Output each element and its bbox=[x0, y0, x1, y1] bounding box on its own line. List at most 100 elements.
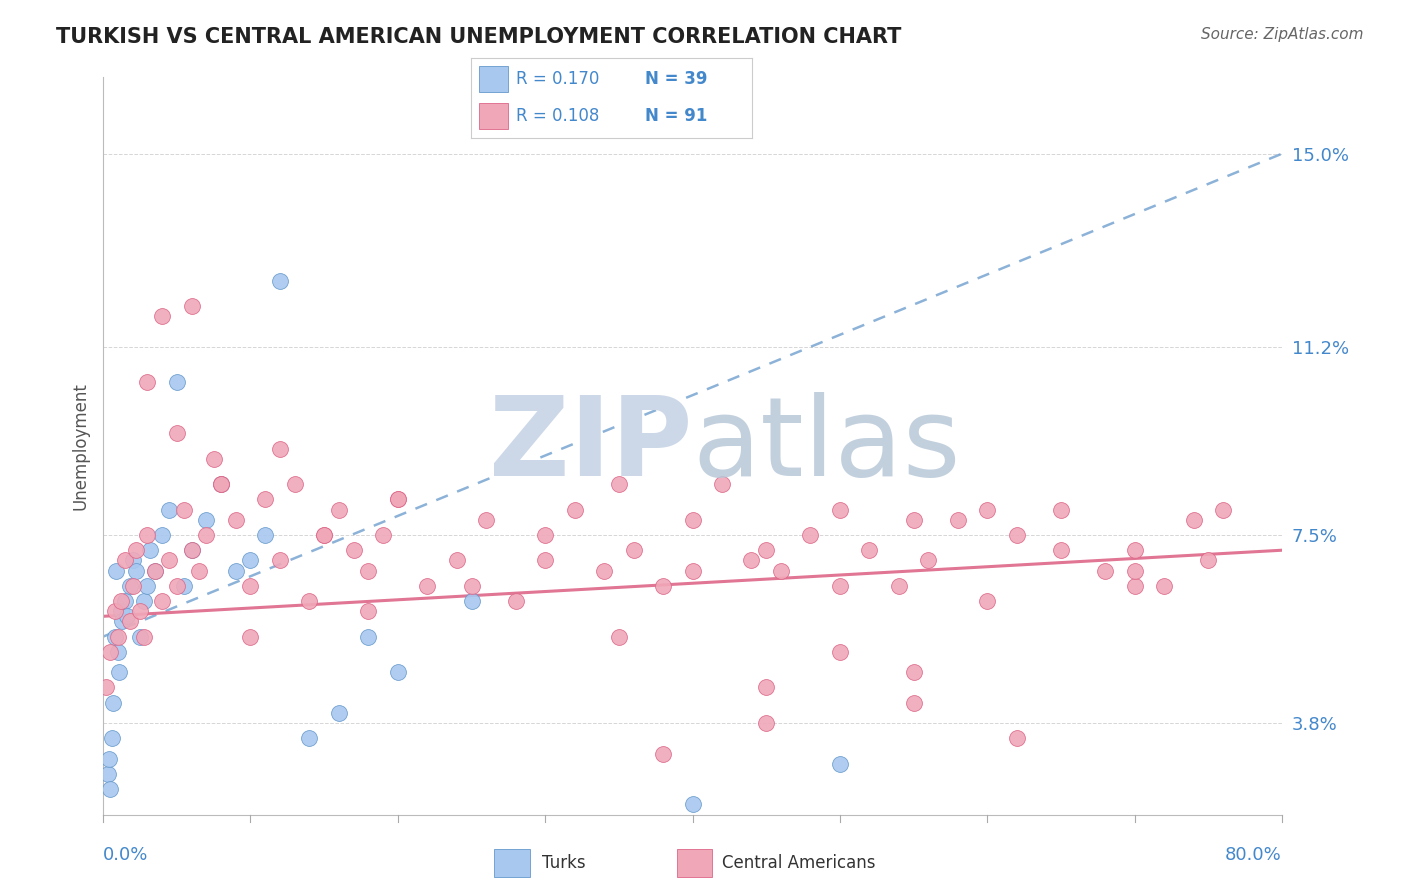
Bar bbox=[479, 103, 508, 128]
Point bbox=[1050, 502, 1073, 516]
Point bbox=[475, 513, 498, 527]
Point bbox=[209, 477, 232, 491]
Point bbox=[357, 564, 380, 578]
Point bbox=[104, 630, 127, 644]
Point bbox=[328, 706, 350, 720]
Text: Turks: Turks bbox=[543, 854, 586, 872]
Point bbox=[328, 502, 350, 516]
Point bbox=[387, 665, 409, 680]
Point bbox=[209, 477, 232, 491]
Text: Source: ZipAtlas.com: Source: ZipAtlas.com bbox=[1201, 27, 1364, 42]
Point bbox=[139, 543, 162, 558]
Point bbox=[150, 310, 173, 324]
Point bbox=[357, 630, 380, 644]
Point bbox=[298, 731, 321, 746]
Point bbox=[100, 645, 122, 659]
Point bbox=[225, 513, 247, 527]
Point bbox=[1123, 543, 1146, 558]
Point bbox=[446, 553, 468, 567]
Point bbox=[101, 731, 124, 746]
Point bbox=[107, 630, 129, 644]
Text: Central Americans: Central Americans bbox=[723, 854, 876, 872]
Point bbox=[209, 477, 232, 491]
Y-axis label: Unemployment: Unemployment bbox=[72, 382, 89, 510]
Point bbox=[254, 492, 277, 507]
Point bbox=[1005, 528, 1028, 542]
Point bbox=[314, 528, 336, 542]
Point bbox=[623, 543, 645, 558]
Bar bbox=[676, 849, 711, 877]
Point bbox=[114, 594, 136, 608]
Text: R = 0.108: R = 0.108 bbox=[516, 107, 599, 125]
Point bbox=[180, 543, 202, 558]
Point bbox=[94, 681, 117, 695]
Point bbox=[740, 553, 762, 567]
Text: ZIP: ZIP bbox=[489, 392, 693, 500]
Text: N = 39: N = 39 bbox=[645, 70, 707, 87]
Point bbox=[371, 528, 394, 542]
Point bbox=[195, 528, 218, 542]
Point bbox=[593, 564, 616, 578]
Point bbox=[159, 502, 181, 516]
Point bbox=[416, 579, 439, 593]
Point bbox=[254, 528, 277, 542]
Point bbox=[460, 579, 482, 593]
Point bbox=[887, 579, 910, 593]
Point bbox=[166, 376, 188, 390]
Point bbox=[505, 594, 527, 608]
Text: 80.0%: 80.0% bbox=[1225, 846, 1282, 863]
Point bbox=[225, 564, 247, 578]
Point bbox=[269, 442, 291, 456]
Point bbox=[143, 564, 166, 578]
Point bbox=[173, 579, 195, 593]
Point bbox=[711, 477, 734, 491]
Text: atlas: atlas bbox=[693, 392, 962, 500]
Point bbox=[828, 756, 851, 771]
Point bbox=[239, 630, 262, 644]
Point bbox=[652, 747, 675, 761]
Point bbox=[1197, 553, 1219, 567]
Point bbox=[108, 665, 131, 680]
Point bbox=[124, 564, 146, 578]
Text: R = 0.170: R = 0.170 bbox=[516, 70, 599, 87]
Point bbox=[682, 797, 704, 812]
Point bbox=[136, 528, 159, 542]
Point bbox=[98, 751, 121, 765]
Bar bbox=[479, 66, 508, 92]
Point bbox=[1123, 579, 1146, 593]
Point bbox=[121, 553, 143, 567]
Text: N = 91: N = 91 bbox=[645, 107, 707, 125]
Point bbox=[134, 594, 156, 608]
Point bbox=[96, 767, 118, 781]
Point bbox=[105, 564, 128, 578]
Point bbox=[903, 665, 925, 680]
Point bbox=[202, 451, 225, 466]
Point bbox=[187, 564, 209, 578]
Point bbox=[799, 528, 821, 542]
Point bbox=[269, 274, 291, 288]
Point bbox=[917, 553, 939, 567]
Point bbox=[239, 579, 262, 593]
Point bbox=[110, 594, 132, 608]
Point bbox=[195, 513, 218, 527]
Point bbox=[976, 502, 998, 516]
Point bbox=[387, 492, 409, 507]
Point bbox=[166, 426, 188, 441]
Point bbox=[129, 604, 152, 618]
Point bbox=[534, 553, 557, 567]
Point bbox=[104, 604, 127, 618]
Point bbox=[946, 513, 969, 527]
Text: 0.0%: 0.0% bbox=[103, 846, 149, 863]
Point bbox=[534, 528, 557, 542]
Point bbox=[828, 645, 851, 659]
Point bbox=[111, 615, 134, 629]
Point bbox=[166, 579, 188, 593]
Point bbox=[103, 696, 125, 710]
Point bbox=[858, 543, 880, 558]
Point bbox=[1212, 502, 1234, 516]
Point bbox=[564, 502, 586, 516]
Point bbox=[903, 696, 925, 710]
Point bbox=[129, 630, 152, 644]
Point bbox=[1123, 564, 1146, 578]
Text: TURKISH VS CENTRAL AMERICAN UNEMPLOYMENT CORRELATION CHART: TURKISH VS CENTRAL AMERICAN UNEMPLOYMENT… bbox=[56, 27, 901, 46]
